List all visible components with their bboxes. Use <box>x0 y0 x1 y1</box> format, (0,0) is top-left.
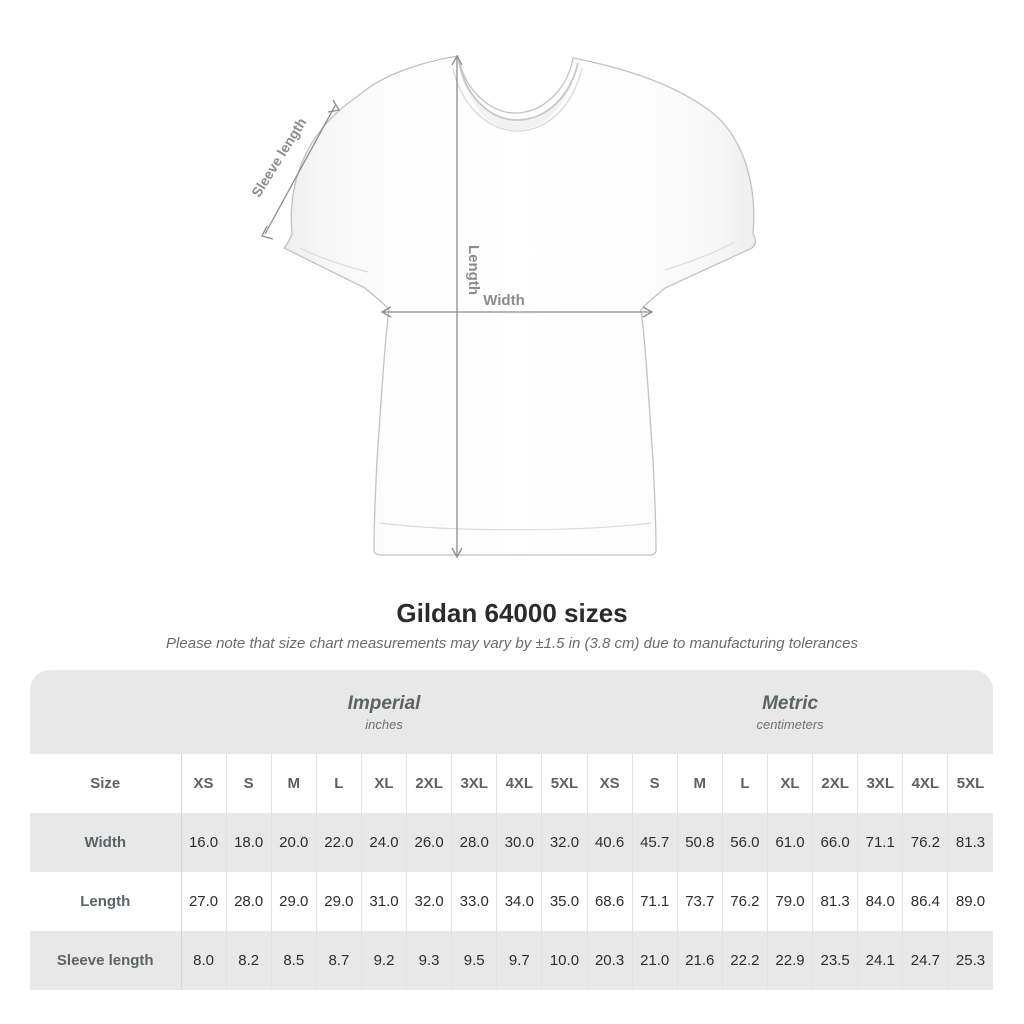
svg-text:Width: Width <box>483 292 525 309</box>
svg-text:Length: Length <box>465 245 482 295</box>
